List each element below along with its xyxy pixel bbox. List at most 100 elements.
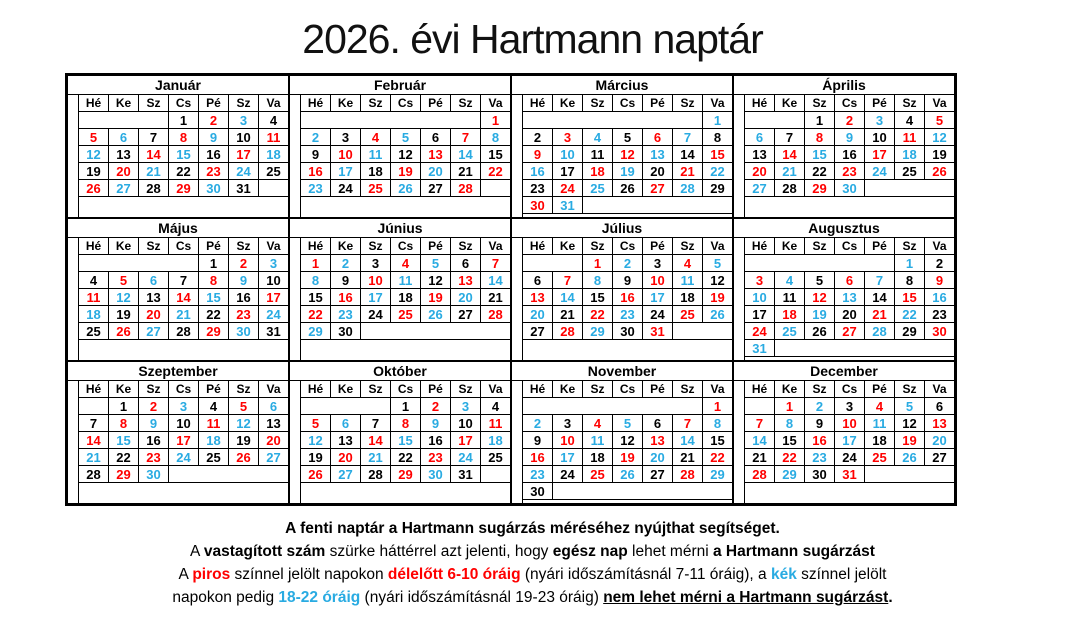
day-cell: 24 bbox=[258, 305, 289, 323]
legend-line-2: A vastagított szám szürke háttérrel azt … bbox=[0, 540, 1065, 563]
day-cell: 2 bbox=[330, 254, 361, 272]
day-header-5: Sz bbox=[894, 94, 925, 112]
day-header-1: Ke bbox=[108, 380, 139, 398]
day-cell: 28 bbox=[552, 322, 583, 340]
day-cell: 26 bbox=[612, 179, 643, 197]
day-cell: 15 bbox=[582, 288, 613, 306]
legend-text: (nyári időszámításnál 19-23 óráig) bbox=[360, 589, 604, 606]
day-header-6: Va bbox=[924, 380, 955, 398]
day-cell: 26 bbox=[228, 448, 259, 466]
day-cell: 3 bbox=[258, 254, 289, 272]
day-header-row: Hé Ke Sz Cs Pé Sz Va bbox=[733, 380, 955, 504]
day-header-row: Hé Ke Sz Cs Pé Sz Va bbox=[511, 94, 733, 218]
day-cell: 6 bbox=[744, 128, 775, 146]
day-cell: 19 bbox=[420, 288, 451, 306]
week-row: 12 13 14 15 16 17 18 bbox=[68, 145, 289, 163]
day-cell: 4 bbox=[258, 111, 289, 129]
day-cell: 25 bbox=[480, 448, 511, 466]
day-header-5: Sz bbox=[450, 94, 481, 112]
day-cell: 23 bbox=[330, 305, 361, 323]
week-row: 26 27 28 29 30 31 bbox=[290, 465, 511, 483]
day-cell: 2 bbox=[198, 111, 229, 129]
day-cell: 2 bbox=[420, 397, 451, 415]
day-cell: 27 bbox=[642, 179, 673, 197]
empty-cell bbox=[78, 397, 109, 415]
day-cell: 17 bbox=[360, 288, 391, 306]
week-row: 24 25 26 27 28 29 30 bbox=[734, 322, 955, 340]
day-cell: 21 bbox=[78, 448, 109, 466]
day-cell: 28 bbox=[138, 179, 169, 197]
week-row: 8 9 10 11 12 13 14 bbox=[290, 271, 511, 289]
day-cell: 30 bbox=[138, 465, 169, 483]
day-cell: 3 bbox=[450, 397, 481, 415]
day-cell: 13 bbox=[420, 145, 451, 163]
day-cell: 9 bbox=[198, 128, 229, 146]
day-cell: 9 bbox=[834, 128, 865, 146]
day-cell: 14 bbox=[864, 288, 895, 306]
day-cell: 9 bbox=[300, 145, 331, 163]
day-cell: 26 bbox=[804, 322, 835, 340]
day-cell: 7 bbox=[552, 271, 583, 289]
day-cell: 30 bbox=[834, 179, 865, 197]
day-cell: 11 bbox=[258, 128, 289, 146]
legend-line-3: A piros színnel jelölt napokon délelőtt … bbox=[0, 563, 1065, 586]
day-cell: 19 bbox=[612, 448, 643, 466]
week-row: 19 20 21 22 23 24 25 bbox=[68, 162, 289, 180]
day-cell: 21 bbox=[774, 162, 805, 180]
day-cell: 10 bbox=[834, 414, 865, 432]
day-cell: 29 bbox=[702, 465, 733, 483]
day-cell: 13 bbox=[522, 288, 553, 306]
day-cell: 23 bbox=[198, 162, 229, 180]
week-row: 25 26 27 28 29 30 31 bbox=[68, 322, 289, 340]
empty-cell bbox=[864, 179, 955, 197]
day-cell: 30 bbox=[198, 179, 229, 197]
empty-cell bbox=[522, 397, 703, 415]
day-cell: 31 bbox=[552, 196, 583, 214]
empty-cell bbox=[864, 465, 955, 483]
day-cell: 16 bbox=[522, 448, 553, 466]
day-cell: 31 bbox=[834, 465, 865, 483]
day-cell: 5 bbox=[108, 271, 139, 289]
day-header-2: Sz bbox=[582, 94, 613, 112]
day-cell: 5 bbox=[894, 397, 925, 415]
day-cell: 14 bbox=[672, 145, 703, 163]
week-row: 1 bbox=[512, 111, 733, 129]
month-filler bbox=[522, 213, 733, 218]
empty-cell bbox=[582, 196, 733, 214]
week-row: 18 19 20 21 22 23 24 bbox=[68, 305, 289, 323]
day-cell: 13 bbox=[258, 414, 289, 432]
day-cell: 8 bbox=[390, 414, 421, 432]
day-cell: 3 bbox=[330, 128, 361, 146]
day-cell: 6 bbox=[330, 414, 361, 432]
day-cell: 1 bbox=[198, 254, 229, 272]
day-cell: 8 bbox=[894, 271, 925, 289]
day-cell: 21 bbox=[138, 162, 169, 180]
day-cell: 12 bbox=[420, 271, 451, 289]
day-header-row: Hé Ke Sz Cs Pé Sz Va bbox=[289, 237, 511, 361]
day-header-row: Hé Ke Sz Cs Pé Sz Va bbox=[67, 237, 289, 361]
day-header-2: Sz bbox=[138, 380, 169, 398]
day-cell: 24 bbox=[228, 162, 259, 180]
day-header-2: Sz bbox=[804, 237, 835, 255]
day-cell: 28 bbox=[168, 322, 199, 340]
day-cell: 8 bbox=[480, 128, 511, 146]
empty-cell bbox=[744, 111, 805, 129]
week-row: 14 15 16 17 18 19 20 bbox=[68, 431, 289, 449]
day-cell: 31 bbox=[258, 322, 289, 340]
day-cell: 6 bbox=[642, 414, 673, 432]
day-header-4: Pé bbox=[420, 94, 451, 112]
day-cell: 23 bbox=[924, 305, 955, 323]
day-header-0: Hé bbox=[300, 94, 331, 112]
day-cell: 22 bbox=[300, 305, 331, 323]
day-cell: 12 bbox=[108, 288, 139, 306]
week-row: 23 24 25 26 27 28 bbox=[290, 179, 511, 197]
day-header-6: Va bbox=[480, 237, 511, 255]
day-cell: 2 bbox=[834, 111, 865, 129]
day-cell: 10 bbox=[642, 271, 673, 289]
day-cell: 6 bbox=[522, 271, 553, 289]
day-cell: 26 bbox=[894, 448, 925, 466]
day-cell: 2 bbox=[612, 254, 643, 272]
day-cell: 11 bbox=[672, 271, 703, 289]
day-cell: 16 bbox=[420, 431, 451, 449]
day-cell: 22 bbox=[198, 305, 229, 323]
